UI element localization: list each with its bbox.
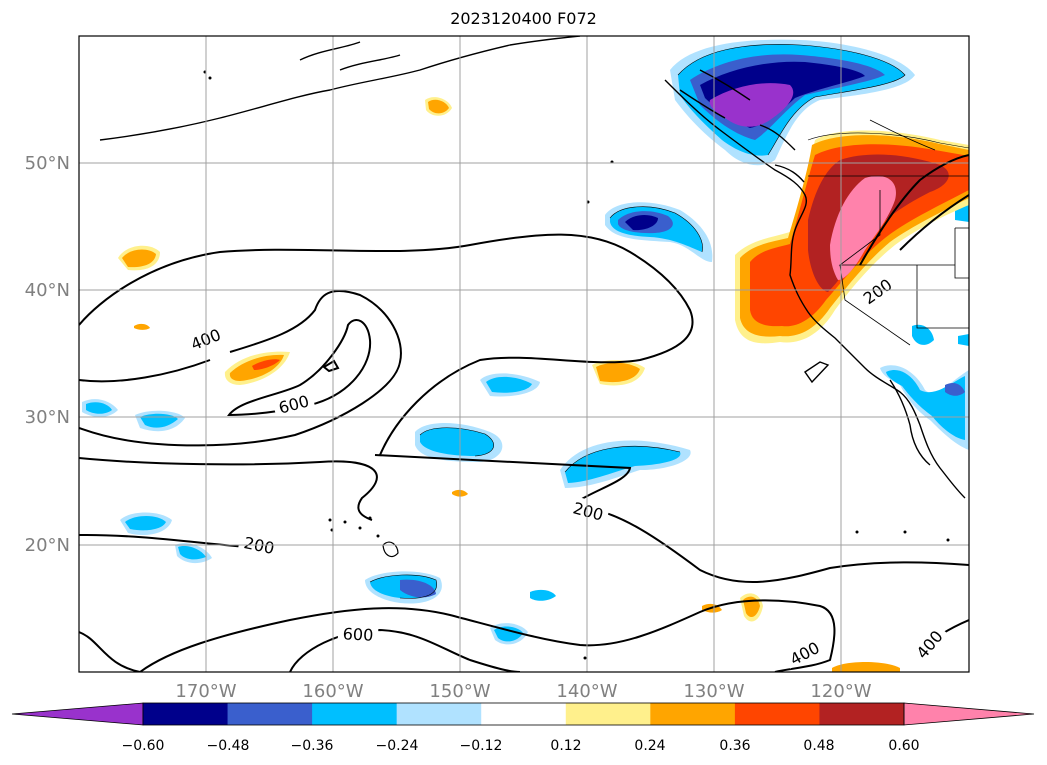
- colorbar-block: [565, 703, 651, 725]
- height-contours: [79, 154, 969, 672]
- state-borders: [808, 119, 969, 346]
- colorbar-tick-label: −0.24: [376, 738, 419, 754]
- lat-tick-label: 40°N: [25, 280, 70, 301]
- lon-tick-label: 120°W: [810, 681, 871, 702]
- colorbar-frame: [142, 702, 905, 726]
- colorbar-block: [734, 703, 820, 725]
- colorbar-ticks: −0.60 −0.48 −0.36 −0.24 −0.12 0.12 0.24 …: [122, 738, 920, 754]
- colorbar-tick-label: −0.36: [291, 738, 334, 754]
- contour-label: 600: [342, 624, 373, 645]
- colorbar-extend-right: [903, 702, 1035, 726]
- lon-tick-label: 170°W: [175, 681, 236, 702]
- colorbar-tick-label: 0.36: [719, 738, 750, 754]
- colorbar-tick-label: −0.48: [207, 738, 250, 754]
- lon-tick-label: 140°W: [556, 681, 617, 702]
- colorbar-block: [227, 703, 313, 725]
- colorbar-tick-label: 0.12: [550, 738, 581, 754]
- map-title: 2023120400 F072: [450, 9, 597, 28]
- island-outline: [804, 361, 830, 384]
- colorbar-block: [312, 703, 398, 725]
- lon-tick-label: 130°W: [683, 681, 744, 702]
- colorbar: −0.60 −0.48 −0.36 −0.24 −0.12 0.12 0.24 …: [11, 702, 1035, 754]
- lat-tick-label: 30°N: [25, 407, 70, 428]
- colorbar-extend-left: [11, 702, 144, 726]
- hawaii-island: [382, 541, 399, 558]
- lat-tick-label: 20°N: [25, 535, 70, 556]
- colorbar-block: [819, 703, 905, 725]
- colorbar-block: [396, 703, 482, 725]
- map-frame: [78, 35, 970, 673]
- gridlines: [79, 36, 969, 672]
- lon-tick-label: 150°W: [429, 681, 490, 702]
- colorbar-block: [650, 703, 736, 725]
- lat-axis: 50°N 40°N 30°N 20°N: [25, 153, 70, 556]
- lon-axis: 170°W 160°W 150°W 140°W 130°W 120°W: [175, 681, 871, 702]
- colorbar-tick-label: 0.24: [634, 738, 665, 754]
- colorbar-tick-label: −0.12: [460, 738, 503, 754]
- colorbar-tick-label: −0.60: [122, 738, 165, 754]
- colorbar-block: [143, 703, 229, 725]
- coastlines: [99, 36, 966, 499]
- islands: [203, 70, 950, 660]
- lat-tick-label: 50°N: [25, 153, 70, 174]
- negative-anomaly-shading: [82, 39, 969, 645]
- lon-tick-label: 160°W: [302, 681, 363, 702]
- map-background: [79, 36, 969, 672]
- colorbar-block: [481, 703, 567, 725]
- colorbar-tick-label: 0.60: [888, 738, 919, 754]
- colorbar-tick-label: 0.48: [803, 738, 834, 754]
- map-content: [79, 36, 969, 672]
